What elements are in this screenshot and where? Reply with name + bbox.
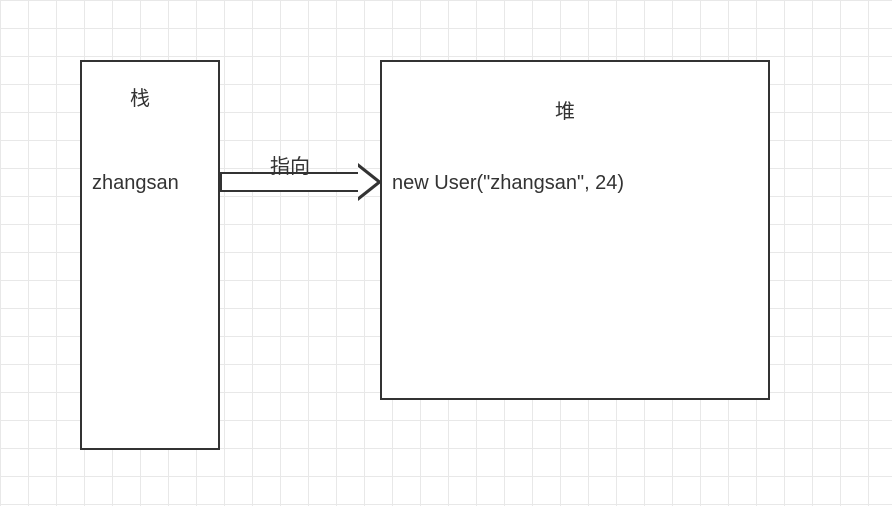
stack-variable: zhangsan <box>92 172 179 195</box>
arrow-label: 指向 <box>270 150 310 179</box>
heap-box <box>380 60 770 400</box>
stack-box <box>80 60 220 450</box>
heap-title: 堆 <box>555 95 575 124</box>
arrow-head-inner <box>358 167 377 197</box>
memory-diagram: 栈 堆 zhangsan 指向 new User("zhangsan", 24) <box>0 0 892 506</box>
heap-object: new User("zhangsan", 24) <box>392 172 624 195</box>
stack-title: 栈 <box>130 82 150 111</box>
